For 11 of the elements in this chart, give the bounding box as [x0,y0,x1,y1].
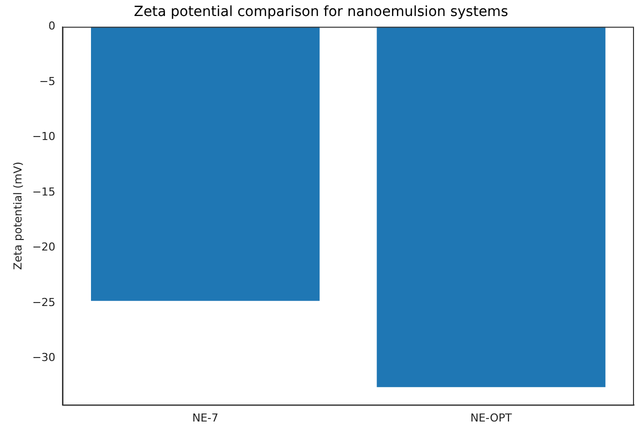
y-tick-label: −5 [39,74,56,88]
y-tick-label: 0 [48,20,56,33]
y-tick-label: −15 [32,185,56,198]
x-tick-label: NE-OPT [470,411,512,424]
x-tick-label: NE-7 [192,411,218,424]
y-tick-label: −10 [32,130,56,144]
y-tick-label: −25 [32,296,56,309]
chart-title: Zeta potential comparison for nanoemulsion systems [134,4,508,20]
y-tick-label: −20 [32,240,56,254]
y-tick-label: −30 [32,351,56,364]
y-axis-title: Zeta potential (mV) [11,162,24,270]
